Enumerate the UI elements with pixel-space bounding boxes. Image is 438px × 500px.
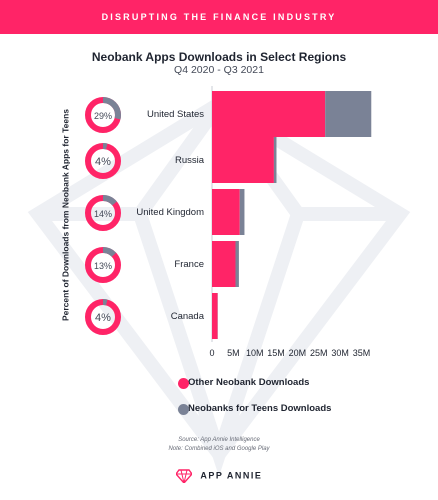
- category-label-2: United Kingdom: [136, 207, 204, 218]
- donut-teens-3: [85, 247, 121, 283]
- brand-name: APP ANNIE: [200, 470, 263, 481]
- x-tick-label-4: 20M: [289, 348, 307, 358]
- brand-logo: APP ANNIE: [0, 469, 438, 483]
- legend-swatch-other: [178, 378, 189, 389]
- x-tick-label-3: 15M: [267, 348, 285, 358]
- x-tick-label-6: 30M: [331, 348, 349, 358]
- legend-swatch-teens: [178, 404, 189, 415]
- bar-other-1: [212, 137, 274, 183]
- chart-subtitle: Q4 2020 - Q3 2021: [174, 64, 264, 76]
- bar-teens-2: [239, 189, 245, 235]
- category-label-1: Russia: [175, 155, 205, 166]
- bar-teens-1: [273, 137, 277, 183]
- top-banner: DISRUPTING THE FINANCE INDUSTRY: [0, 0, 438, 34]
- donut-label-4: 4%: [95, 312, 111, 324]
- bar-other-4: [212, 293, 218, 339]
- legend-item-teens: Neobanks for Teens Downloads: [178, 403, 332, 415]
- x-tick-label-5: 25M: [310, 348, 328, 358]
- donut-teens-4: [85, 299, 121, 335]
- x-tick-label-0: 0: [209, 348, 214, 358]
- legend-label-other: Other Neobank Downloads: [188, 377, 310, 388]
- bar-other-0: [212, 91, 326, 137]
- donut-label-1: 4%: [95, 156, 111, 168]
- donut-label-3: 13%: [94, 261, 112, 271]
- category-label-3: France: [174, 259, 204, 270]
- donut-teens-1: [85, 143, 121, 179]
- x-tick-label-1: 5M: [227, 348, 240, 358]
- chart-title: Neobank Apps Downloads in Select Regions: [91, 50, 347, 64]
- bar-teens-3: [235, 241, 239, 287]
- banner-text: DISRUPTING THE FINANCE INDUSTRY: [101, 12, 337, 22]
- legend-label-teens: Neobanks for Teens Downloads: [188, 403, 332, 414]
- donut-teens-0: [85, 97, 121, 133]
- bar-teens-0: [325, 91, 372, 137]
- legend-item-other: Other Neobank Downloads: [178, 377, 310, 389]
- platform-note: Note: Combined iOS and Google Play: [168, 446, 270, 452]
- category-label-0: United States: [147, 109, 204, 120]
- bar-other-2: [212, 189, 240, 235]
- bar-other-3: [212, 241, 236, 287]
- donut-label-2: 14%: [94, 209, 112, 219]
- donut-teens-2: [85, 195, 121, 231]
- x-tick-label-2: 10M: [246, 348, 264, 358]
- category-label-4: Canada: [171, 311, 205, 322]
- diamond-logo-icon: [175, 469, 192, 483]
- donut-label-0: 29%: [94, 111, 112, 121]
- source-note: Source: App Annie Intelligence: [178, 437, 260, 443]
- x-tick-label-7: 35M: [353, 348, 371, 358]
